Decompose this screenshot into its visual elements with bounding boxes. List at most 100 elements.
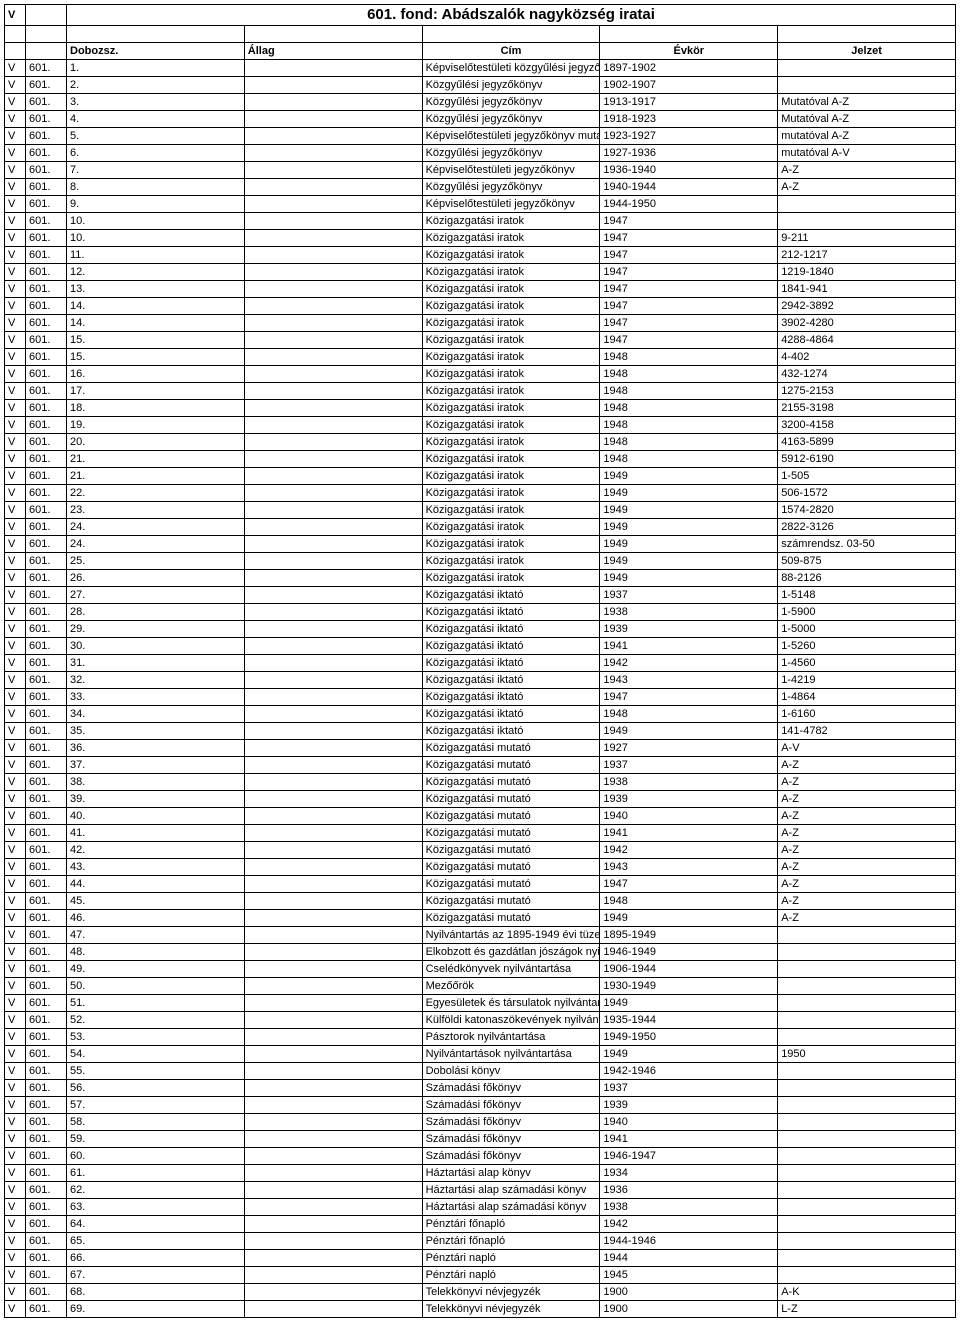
cell-jelzet: 1-4864 <box>778 689 956 706</box>
cell-evkor: 1949 <box>600 570 778 587</box>
cell-allag <box>244 774 422 791</box>
cell-jelzet: A-Z <box>778 910 956 927</box>
cell-allag <box>244 298 422 315</box>
cell-jelzet: 4-402 <box>778 349 956 366</box>
cell-jelzet <box>778 1233 956 1250</box>
cell-cim: Közigazgatási mutató <box>422 876 600 893</box>
table-row: V601.66.Pénztári napló1944 <box>5 1250 956 1267</box>
cell-doboz: 49. <box>67 961 245 978</box>
cell-v: V <box>5 638 26 655</box>
cell-fond: 601. <box>26 995 67 1012</box>
table-row: V601.9.Képviselőtestületi jegyzőkönyv194… <box>5 196 956 213</box>
table-row: V601.48.Elkobzott és gazdátlan jószágok … <box>5 944 956 961</box>
cell-allag <box>244 944 422 961</box>
cell-fond: 601. <box>26 281 67 298</box>
table-row: V601.10.Közigazgatási iratok1947 <box>5 213 956 230</box>
cell-doboz: 44. <box>67 876 245 893</box>
cell-fond: 601. <box>26 502 67 519</box>
cell-jelzet: 1-5000 <box>778 621 956 638</box>
cell-v: V <box>5 298 26 315</box>
cell-v: V <box>5 689 26 706</box>
cell-v: V <box>5 1182 26 1199</box>
cell-v: V <box>5 672 26 689</box>
table-row: V601.60.Számadási főkönyv1946-1947 <box>5 1148 956 1165</box>
cell-fond: 601. <box>26 230 67 247</box>
cell-v: V <box>5 1131 26 1148</box>
cell-cim: Közigazgatási mutató <box>422 910 600 927</box>
cell-allag <box>244 706 422 723</box>
cell-fond: 601. <box>26 128 67 145</box>
cell-cim: Közigazgatási iratok <box>422 400 600 417</box>
archive-table: V 601. fond: Abádszalók nagyközség irata… <box>4 4 956 1318</box>
cell-v: V <box>5 60 26 77</box>
cell-jelzet: 1275-2153 <box>778 383 956 400</box>
cell-allag <box>244 791 422 808</box>
cell-doboz: 66. <box>67 1250 245 1267</box>
cell-fond: 601. <box>26 1233 67 1250</box>
cell-fond: 601. <box>26 1284 67 1301</box>
cell-allag <box>244 1029 422 1046</box>
cell-evkor: 1941 <box>600 638 778 655</box>
cell-v: V <box>5 1097 26 1114</box>
cell-doboz: 13. <box>67 281 245 298</box>
cell-v: V <box>5 485 26 502</box>
table-row: V601.45.Közigazgatási mutató1948A-Z <box>5 893 956 910</box>
cell-doboz: 67. <box>67 1267 245 1284</box>
table-row: V601.50.Mezőőrök1930-1949 <box>5 978 956 995</box>
cell-cim: Közigazgatási iratok <box>422 553 600 570</box>
cell-allag <box>244 689 422 706</box>
cell-evkor: 1942 <box>600 1216 778 1233</box>
cell-jelzet: Mutatóval A-Z <box>778 94 956 111</box>
cell-fond: 601. <box>26 859 67 876</box>
cell-allag <box>244 604 422 621</box>
cell-jelzet: 1-6160 <box>778 706 956 723</box>
cell-cim: Számadási főkönyv <box>422 1114 600 1131</box>
cell-doboz: 29. <box>67 621 245 638</box>
cell-evkor: 1947 <box>600 247 778 264</box>
cell-cim: Közigazgatási iktató <box>422 672 600 689</box>
cell-fond: 601. <box>26 298 67 315</box>
cell-allag <box>244 1165 422 1182</box>
cell-doboz: 41. <box>67 825 245 842</box>
cell-allag <box>244 264 422 281</box>
cell-doboz: 56. <box>67 1080 245 1097</box>
table-row: V601.30.Közigazgatási iktató19411-5260 <box>5 638 956 655</box>
cell-v: V <box>5 111 26 128</box>
cell-v: V <box>5 451 26 468</box>
cell-evkor: 1947 <box>600 281 778 298</box>
cell-allag <box>244 1114 422 1131</box>
cell-cim: Közigazgatási iratok <box>422 536 600 553</box>
cell-allag <box>244 536 422 553</box>
cell-allag <box>244 1131 422 1148</box>
cell-fond: 601. <box>26 672 67 689</box>
cell-allag <box>244 1182 422 1199</box>
cell-fond: 601. <box>26 264 67 281</box>
cell-jelzet: számrendsz. 03-50 <box>778 536 956 553</box>
cell-evkor: 1947 <box>600 315 778 332</box>
cell-evkor: 1918-1923 <box>600 111 778 128</box>
cell-v: V <box>5 281 26 298</box>
cell-v: V <box>5 315 26 332</box>
cell-evkor: 1949 <box>600 502 778 519</box>
cell-doboz: 60. <box>67 1148 245 1165</box>
cell-v: V <box>5 468 26 485</box>
cell-jelzet <box>778 1267 956 1284</box>
cell-fond: 601. <box>26 1046 67 1063</box>
cell-doboz: 69. <box>67 1301 245 1318</box>
cell-cim: Közigazgatási iratok <box>422 366 600 383</box>
table-row: V601.43.Közigazgatási mutató1943A-Z <box>5 859 956 876</box>
table-row: V601.39.Közigazgatási mutató1939A-Z <box>5 791 956 808</box>
cell-allag <box>244 621 422 638</box>
cell-fond: 601. <box>26 638 67 655</box>
cell-cim: Közgyűlési jegyzőkönyv <box>422 111 600 128</box>
cell-evkor: 1947 <box>600 876 778 893</box>
table-row: V601.47.Nyilvántartás az 1895-1949 évi t… <box>5 927 956 944</box>
cell-cim: Közigazgatási iratok <box>422 417 600 434</box>
cell-v: V <box>5 519 26 536</box>
table-row: V601.32.Közigazgatási iktató19431-4219 <box>5 672 956 689</box>
cell-cim: Pásztorok nyilvántartása <box>422 1029 600 1046</box>
cell-jelzet: 5912-6190 <box>778 451 956 468</box>
cell-fond: 601. <box>26 1216 67 1233</box>
cell-allag <box>244 638 422 655</box>
cell-jelzet <box>778 1063 956 1080</box>
